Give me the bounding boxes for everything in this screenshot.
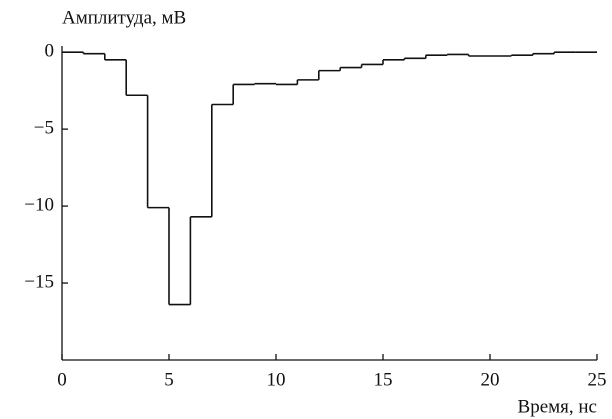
x-tick-label: 20 bbox=[481, 369, 500, 390]
y-tick-label: −15 bbox=[24, 271, 54, 292]
x-tick-label: 15 bbox=[374, 369, 393, 390]
y-tick-label: −10 bbox=[24, 194, 54, 215]
x-tick-label: 10 bbox=[267, 369, 286, 390]
x-tick-label: 25 bbox=[588, 369, 607, 390]
x-tick-label: 5 bbox=[164, 369, 174, 390]
x-axis-label: Время, нс bbox=[518, 396, 597, 417]
x-tick-label: 0 bbox=[57, 369, 67, 390]
y-axis-label: Амплитуда, мВ bbox=[62, 7, 186, 28]
y-tick-label: −5 bbox=[34, 117, 54, 138]
y-tick-label: 0 bbox=[45, 41, 55, 62]
